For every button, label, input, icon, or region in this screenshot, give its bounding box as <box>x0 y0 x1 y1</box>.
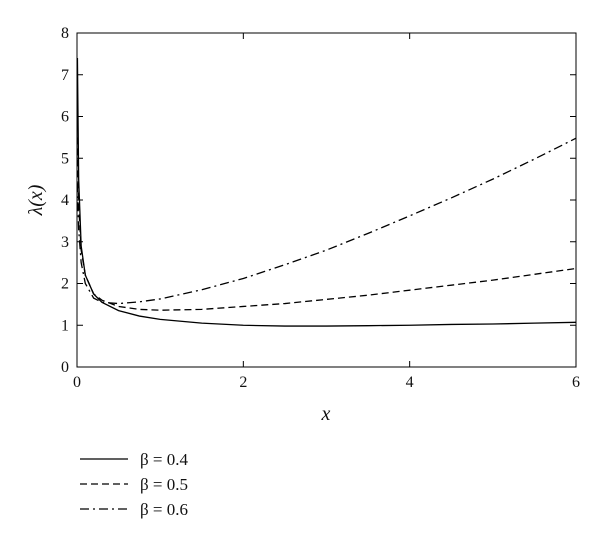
series-line-3 <box>76 137 577 305</box>
y-axis-label: λ(x) <box>25 184 47 216</box>
y-tick-label: 1 <box>61 317 69 334</box>
y-tick-label: 7 <box>61 67 69 84</box>
series-line-2 <box>76 137 577 311</box>
y-tick-label: 2 <box>61 276 69 293</box>
y-tick-label: 8 <box>61 25 69 42</box>
plot-frame <box>76 32 577 368</box>
y-tick-label: 6 <box>61 109 69 126</box>
y-tick-label: 0 <box>61 359 69 376</box>
x-axis-ticks: 0 2 4 6 <box>73 33 580 391</box>
legend-label-2: β = 0.5 <box>140 475 188 494</box>
x-tick-label: 2 <box>239 374 247 391</box>
y-tick-label: 4 <box>61 192 69 209</box>
series-group <box>76 58 577 327</box>
series-line-1 <box>76 58 577 327</box>
y-axis-ticks: 0 1 2 3 4 5 6 7 8 <box>61 25 576 376</box>
legend: β = 0.4 β = 0.5 β = 0.6 <box>80 450 188 519</box>
x-tick-label: 4 <box>406 374 414 391</box>
legend-label-1: β = 0.4 <box>140 450 188 469</box>
x-tick-label: 6 <box>572 374 580 391</box>
y-tick-label: 3 <box>61 234 69 251</box>
x-tick-label: 0 <box>73 374 81 391</box>
x-axis-label: x <box>321 403 331 425</box>
y-tick-label: 5 <box>61 150 69 167</box>
legend-label-3: β = 0.6 <box>140 500 188 519</box>
